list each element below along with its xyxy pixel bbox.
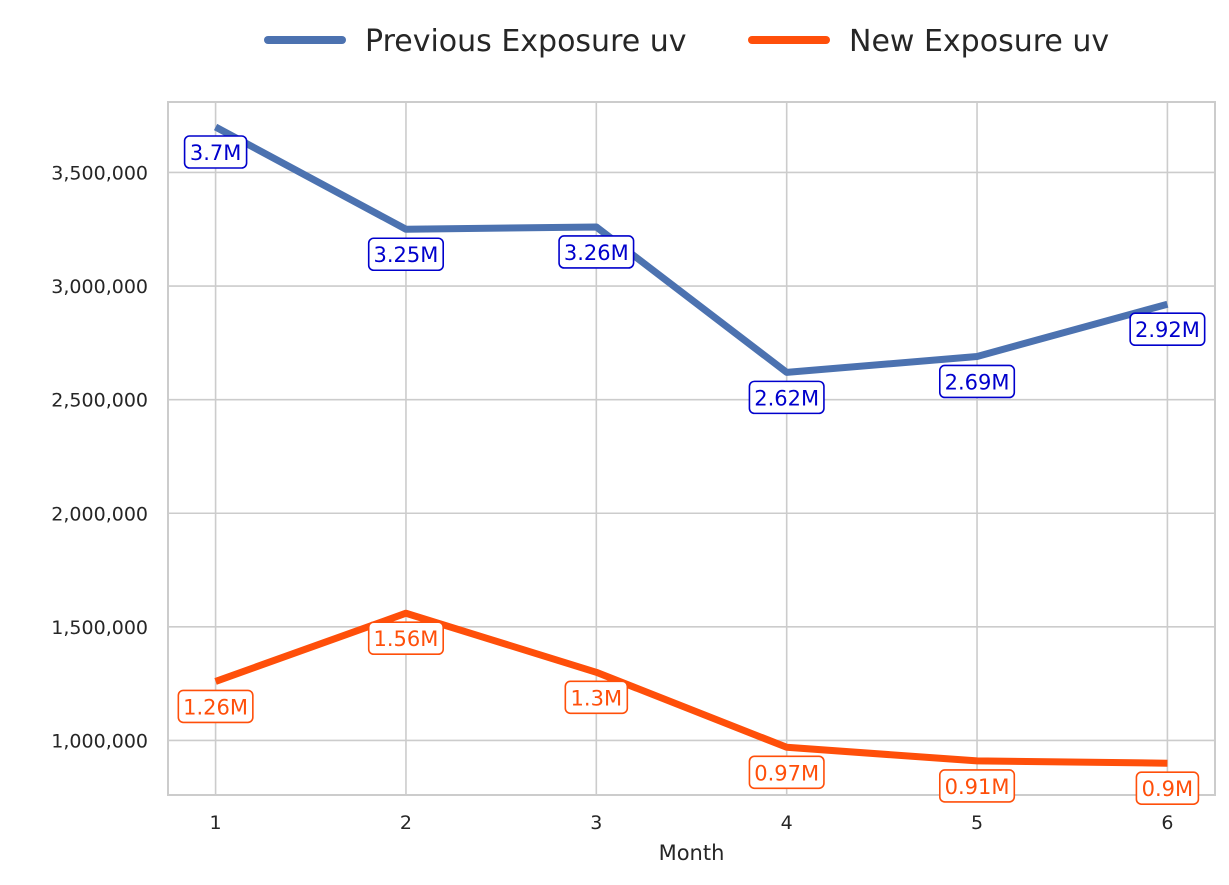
data-label-text: 1.26M [183, 695, 248, 719]
legend-item: New Exposure uv [748, 24, 1109, 59]
plot-border [167, 101, 1216, 796]
data-label: 3.25M [367, 237, 445, 272]
data-label-text: 3.7M [190, 141, 242, 165]
y-tick-label: 2,000,000 [51, 503, 148, 525]
y-tick-label: 2,500,000 [51, 390, 148, 412]
series-line [213, 123, 1169, 376]
data-label-text: 2.92M [1135, 318, 1200, 342]
x-tick-label: 2 [400, 812, 412, 834]
x-tick-label: 3 [590, 812, 602, 834]
y-tick-label: 1,500,000 [51, 617, 148, 639]
data-label: 0.9M [1135, 771, 1200, 805]
x-tick-label: 5 [971, 812, 983, 834]
data-label: 3.26M [558, 235, 635, 269]
data-label: 2.62M [748, 380, 825, 415]
y-axis-ticks: 1,000,000 1,500,000 2,000,000 2,500,000 3,00… [51, 162, 148, 752]
legend-item: Previous Exposure uv [264, 24, 687, 59]
data-label-text: 3.25M [374, 243, 439, 267]
data-label: 0.91M [938, 769, 1016, 803]
data-label-box [367, 621, 445, 656]
data-label-text: 2.69M [945, 370, 1010, 394]
data-labels: 3.7M 3.25M 3.26M 2.62M 2.69M 2.92M 1.26M 1.56M 1… [177, 135, 1206, 805]
data-label-box [1135, 771, 1200, 805]
data-label-text: 2.62M [754, 386, 819, 410]
y-tick-label: 3,000,000 [51, 276, 148, 298]
data-label-text: 0.97M [754, 761, 819, 785]
data-label: 2.69M [938, 364, 1016, 399]
data-label: 0.97M [748, 755, 825, 790]
series [213, 123, 1169, 767]
legend-label: New Exposure uv [849, 24, 1109, 59]
data-label-text: 1.3M [571, 686, 623, 710]
legend: Previous Exposure uv New Exposure uv [264, 24, 1109, 59]
data-label-box [177, 689, 254, 724]
data-label-box [367, 237, 445, 272]
data-label: 1.56M [367, 621, 445, 656]
x-axis-title: Month [659, 841, 725, 865]
plot-frame [167, 101, 1216, 796]
data-label-box [564, 680, 629, 715]
y-tick-label: 3,500,000 [51, 162, 148, 184]
grid [168, 102, 1215, 795]
data-label: 3.7M [183, 135, 248, 169]
data-label: 2.92M [1129, 312, 1206, 347]
data-label-text: 0.91M [945, 775, 1010, 799]
data-label-text: 1.56M [374, 627, 439, 651]
legend-label: Previous Exposure uv [365, 24, 687, 59]
y-tick-label: 1,000,000 [51, 730, 148, 752]
data-label-text: 0.9M [1142, 777, 1194, 801]
x-axis-ticks: 1 2 3 4 5 6 [210, 812, 1174, 834]
data-label-box [748, 755, 825, 790]
data-label-text: 3.26M [564, 241, 629, 265]
x-tick-label: 6 [1161, 812, 1173, 834]
data-label: 1.26M [177, 689, 254, 724]
data-label-box [938, 364, 1016, 399]
data-label: 1.3M [564, 680, 629, 715]
x-tick-label: 4 [781, 812, 793, 834]
data-label-box [938, 769, 1016, 803]
data-label-box [183, 135, 248, 169]
data-label-box [748, 380, 825, 415]
data-label-box [1129, 312, 1206, 347]
x-tick-label: 1 [210, 812, 222, 834]
data-label-box [558, 235, 635, 269]
